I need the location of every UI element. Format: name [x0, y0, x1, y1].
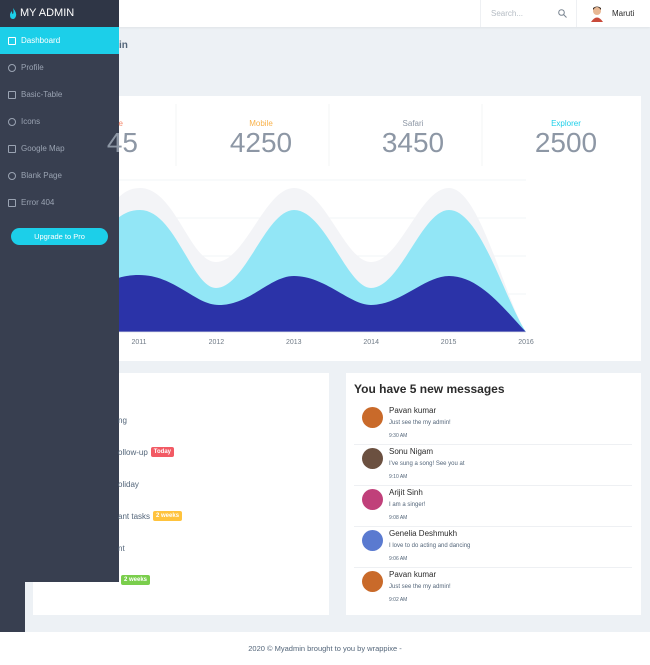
- todo-text: oliday: [118, 479, 139, 489]
- area-chart: [61, 104, 526, 333]
- message-avatar[interactable]: [362, 489, 383, 510]
- menu-item[interactable]: Profile: [21, 63, 44, 72]
- x-axis-label: 2015: [440, 339, 457, 346]
- menu-icon: [8, 91, 16, 99]
- message-divider: [354, 444, 632, 445]
- message-avatar[interactable]: [362, 571, 383, 592]
- x-axis-label: 2012: [208, 339, 225, 346]
- stat-label: Explorer: [551, 119, 581, 128]
- message-time: 9:06 AM: [389, 556, 408, 562]
- footer: 2020 © Myadmin brought to you by wrappix…: [0, 632, 650, 665]
- brand-text: MY ADMIN: [20, 7, 75, 19]
- brand[interactable]: MY ADMIN: [0, 0, 119, 27]
- user-avatar[interactable]: [589, 5, 605, 22]
- todo-badge: Today: [150, 447, 175, 457]
- x-axis-label: 2016: [518, 339, 534, 346]
- brand-icon: [10, 8, 17, 19]
- sidebar-strip: [0, 582, 25, 632]
- stat-value: 2500: [534, 127, 598, 158]
- menu-item[interactable]: Basic-Table: [21, 90, 63, 99]
- search-icon[interactable]: [558, 9, 567, 18]
- message-divider: [354, 567, 632, 568]
- stat-label: Mobile: [249, 119, 273, 128]
- x-axis-label: 2014: [363, 339, 379, 346]
- message-text: I love to do acting and dancing: [389, 543, 471, 549]
- search-box[interactable]: Search...: [480, 0, 577, 27]
- message-time: 9:30 AM: [389, 433, 408, 439]
- message-divider: [354, 485, 632, 486]
- stat-value: 4250: [229, 127, 293, 158]
- todo-text: ant tasks: [118, 511, 151, 521]
- menu-item[interactable]: Google Map: [21, 144, 65, 153]
- stat-label: e: [118, 119, 123, 128]
- message-text: Just see the my admin!: [389, 420, 451, 426]
- message-name: Pavan kumar: [389, 406, 437, 415]
- message-name: Genelia Deshmukh: [389, 529, 458, 538]
- todo-item[interactable]: nt: [118, 542, 125, 554]
- message-text: I am a singer!: [389, 502, 426, 508]
- menu-item[interactable]: Error 404: [21, 198, 55, 207]
- menu-icon: [8, 118, 16, 126]
- stat-value: 3450: [381, 127, 445, 158]
- todo-text: ollow-up: [118, 447, 148, 457]
- todo-text: nt: [118, 543, 125, 553]
- message-time: 9:08 AM: [389, 515, 408, 521]
- x-axis-label: 2013: [286, 339, 302, 346]
- user-name[interactable]: Maruti: [612, 9, 635, 18]
- message-name: Pavan kumar: [389, 570, 437, 579]
- menu-item[interactable]: Dashboard: [0, 27, 119, 54]
- todo-badge: 2 weeks: [121, 575, 151, 585]
- menu-icon: [8, 199, 16, 207]
- upgrade-button[interactable]: Upgrade to Pro: [11, 228, 108, 245]
- menu-icon: [8, 64, 16, 72]
- todo-item[interactable]: 2 weeks: [121, 574, 151, 586]
- menu-item[interactable]: Icons: [21, 117, 41, 126]
- menu-icon: [8, 172, 16, 180]
- messages-card: [346, 373, 641, 615]
- message-time: 9:02 AM: [389, 597, 408, 603]
- message-avatar[interactable]: [362, 448, 383, 469]
- message-name: Arijit Sinh: [389, 488, 423, 497]
- sidebar: [0, 0, 119, 582]
- message-text: Just see the my admin!: [389, 584, 451, 590]
- menu-item[interactable]: Blank Page: [21, 171, 62, 180]
- message-name: Sonu Nigam: [389, 447, 434, 456]
- menu-icon: [8, 145, 16, 153]
- todo-item[interactable]: ng: [118, 414, 127, 426]
- messages-title: You have 5 new messages: [354, 382, 505, 396]
- stat-label: Safari: [402, 119, 424, 128]
- message-divider: [354, 526, 632, 527]
- menu-icon: [8, 37, 16, 45]
- todo-item[interactable]: ant tasks 2 weeks: [118, 510, 183, 522]
- message-time: 9:10 AM: [389, 474, 408, 480]
- message-text: I've sung a song! See you at: [389, 461, 465, 467]
- todo-text: ng: [118, 415, 127, 425]
- message-avatar[interactable]: [362, 407, 383, 428]
- todo-item[interactable]: ollow-up Today: [118, 446, 175, 458]
- stat-value: 45: [106, 127, 138, 158]
- x-axis-label: 2011: [131, 339, 147, 346]
- message-avatar[interactable]: [362, 530, 383, 551]
- todo-badge: 2 weeks: [153, 511, 183, 521]
- todo-item[interactable]: oliday: [118, 478, 139, 490]
